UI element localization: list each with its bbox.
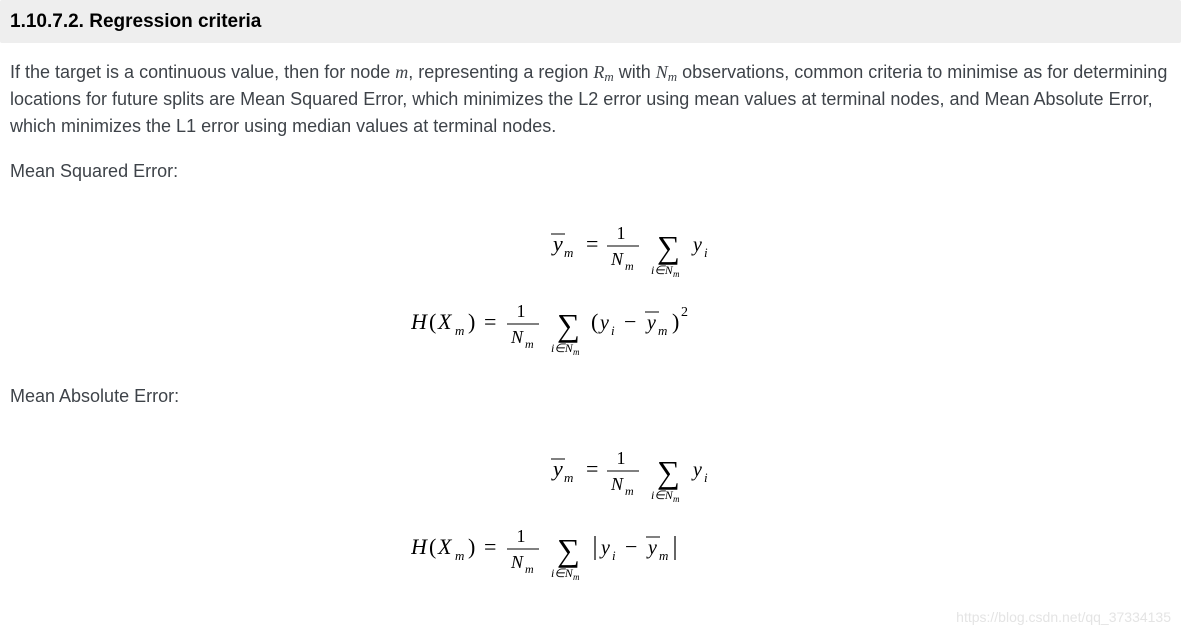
svg-text:m: m bbox=[658, 323, 667, 338]
svg-text:2: 2 bbox=[681, 305, 688, 320]
svg-text:m: m bbox=[573, 347, 580, 357]
intro-pre: If the target is a continuous value, the… bbox=[10, 62, 395, 82]
svg-text:∑: ∑ bbox=[557, 307, 580, 343]
svg-text:1: 1 bbox=[516, 526, 525, 546]
svg-text:m: m bbox=[525, 562, 534, 576]
var-N-sub: m bbox=[668, 69, 677, 84]
svg-text:m: m bbox=[673, 269, 680, 279]
svg-text:): ) bbox=[468, 309, 475, 334]
svg-text:(: ( bbox=[591, 309, 598, 334]
svg-text:H: H bbox=[411, 309, 428, 334]
var-R: R bbox=[593, 62, 604, 82]
svg-text:N: N bbox=[610, 249, 624, 269]
svg-text:i∈N: i∈N bbox=[651, 488, 674, 502]
intro-post-R: with bbox=[614, 62, 656, 82]
mse-label: Mean Squared Error: bbox=[10, 158, 1171, 185]
mse-equations: y m = 1 N m ∑ i∈N m y i H ( X bbox=[10, 211, 1171, 371]
svg-text:m: m bbox=[564, 245, 573, 260]
svg-text:−: − bbox=[625, 534, 637, 559]
svg-text:m: m bbox=[625, 259, 634, 273]
mae-equations-svg: y m = 1 N m ∑ i∈N m y i H ( X m ) = bbox=[411, 436, 771, 594]
mse-equations-svg: y m = 1 N m ∑ i∈N m y i H ( X bbox=[411, 211, 771, 371]
svg-text:i: i bbox=[704, 245, 708, 260]
svg-text:∑: ∑ bbox=[657, 229, 680, 265]
svg-text:): ) bbox=[468, 534, 475, 559]
svg-text:X: X bbox=[437, 309, 453, 334]
svg-text:y: y bbox=[551, 231, 563, 256]
svg-text:y: y bbox=[691, 234, 702, 256]
content-region: If the target is a continuous value, the… bbox=[0, 59, 1181, 595]
svg-text:y: y bbox=[551, 456, 563, 481]
svg-text:=: = bbox=[586, 456, 598, 481]
svg-text:i: i bbox=[704, 470, 708, 485]
svg-text:i∈N: i∈N bbox=[651, 263, 674, 277]
svg-text:m: m bbox=[659, 548, 668, 563]
intro-post-m: , representing a region bbox=[408, 62, 593, 82]
svg-text:m: m bbox=[573, 572, 580, 582]
svg-text:(: ( bbox=[429, 309, 436, 334]
svg-text:1: 1 bbox=[616, 448, 625, 468]
svg-text:i: i bbox=[611, 323, 615, 338]
mae-equations: y m = 1 N m ∑ i∈N m y i H ( X m ) = bbox=[10, 436, 1171, 594]
svg-text:m: m bbox=[625, 484, 634, 498]
svg-text:−: − bbox=[624, 309, 636, 334]
svg-text:(: ( bbox=[429, 534, 436, 559]
svg-text:X: X bbox=[437, 534, 453, 559]
svg-text:i: i bbox=[612, 548, 616, 563]
var-R-sub: m bbox=[604, 69, 613, 84]
section-title: 1.10.7.2. Regression criteria bbox=[10, 11, 261, 32]
svg-text:y: y bbox=[598, 312, 609, 334]
svg-text:=: = bbox=[586, 231, 598, 256]
svg-text:∑: ∑ bbox=[557, 532, 580, 568]
mae-label: Mean Absolute Error: bbox=[10, 383, 1171, 410]
svg-text:i∈N: i∈N bbox=[551, 566, 574, 580]
svg-text:m: m bbox=[455, 323, 464, 338]
svg-text:∑: ∑ bbox=[657, 454, 680, 490]
svg-text:y: y bbox=[645, 312, 656, 334]
svg-text:y: y bbox=[599, 537, 610, 559]
var-m: m bbox=[395, 62, 408, 82]
svg-text:y: y bbox=[691, 459, 702, 481]
svg-text:m: m bbox=[673, 494, 680, 504]
svg-text:H: H bbox=[411, 534, 428, 559]
section-header: 1.10.7.2. Regression criteria bbox=[0, 0, 1181, 43]
svg-text:i∈N: i∈N bbox=[551, 341, 574, 355]
svg-text:m: m bbox=[564, 470, 573, 485]
svg-text:=: = bbox=[484, 309, 496, 334]
var-N: N bbox=[656, 62, 668, 82]
svg-text:1: 1 bbox=[616, 223, 625, 243]
svg-text:m: m bbox=[455, 548, 464, 563]
svg-text:): ) bbox=[672, 309, 679, 334]
svg-text:N: N bbox=[510, 327, 524, 347]
watermark: https://blog.csdn.net/qq_37334135 bbox=[956, 607, 1171, 628]
svg-text:N: N bbox=[610, 474, 624, 494]
svg-text:y: y bbox=[646, 537, 657, 559]
intro-paragraph: If the target is a continuous value, the… bbox=[10, 59, 1171, 141]
svg-text:m: m bbox=[525, 337, 534, 351]
svg-text:1: 1 bbox=[516, 301, 525, 321]
svg-text:N: N bbox=[510, 552, 524, 572]
svg-text:=: = bbox=[484, 534, 496, 559]
